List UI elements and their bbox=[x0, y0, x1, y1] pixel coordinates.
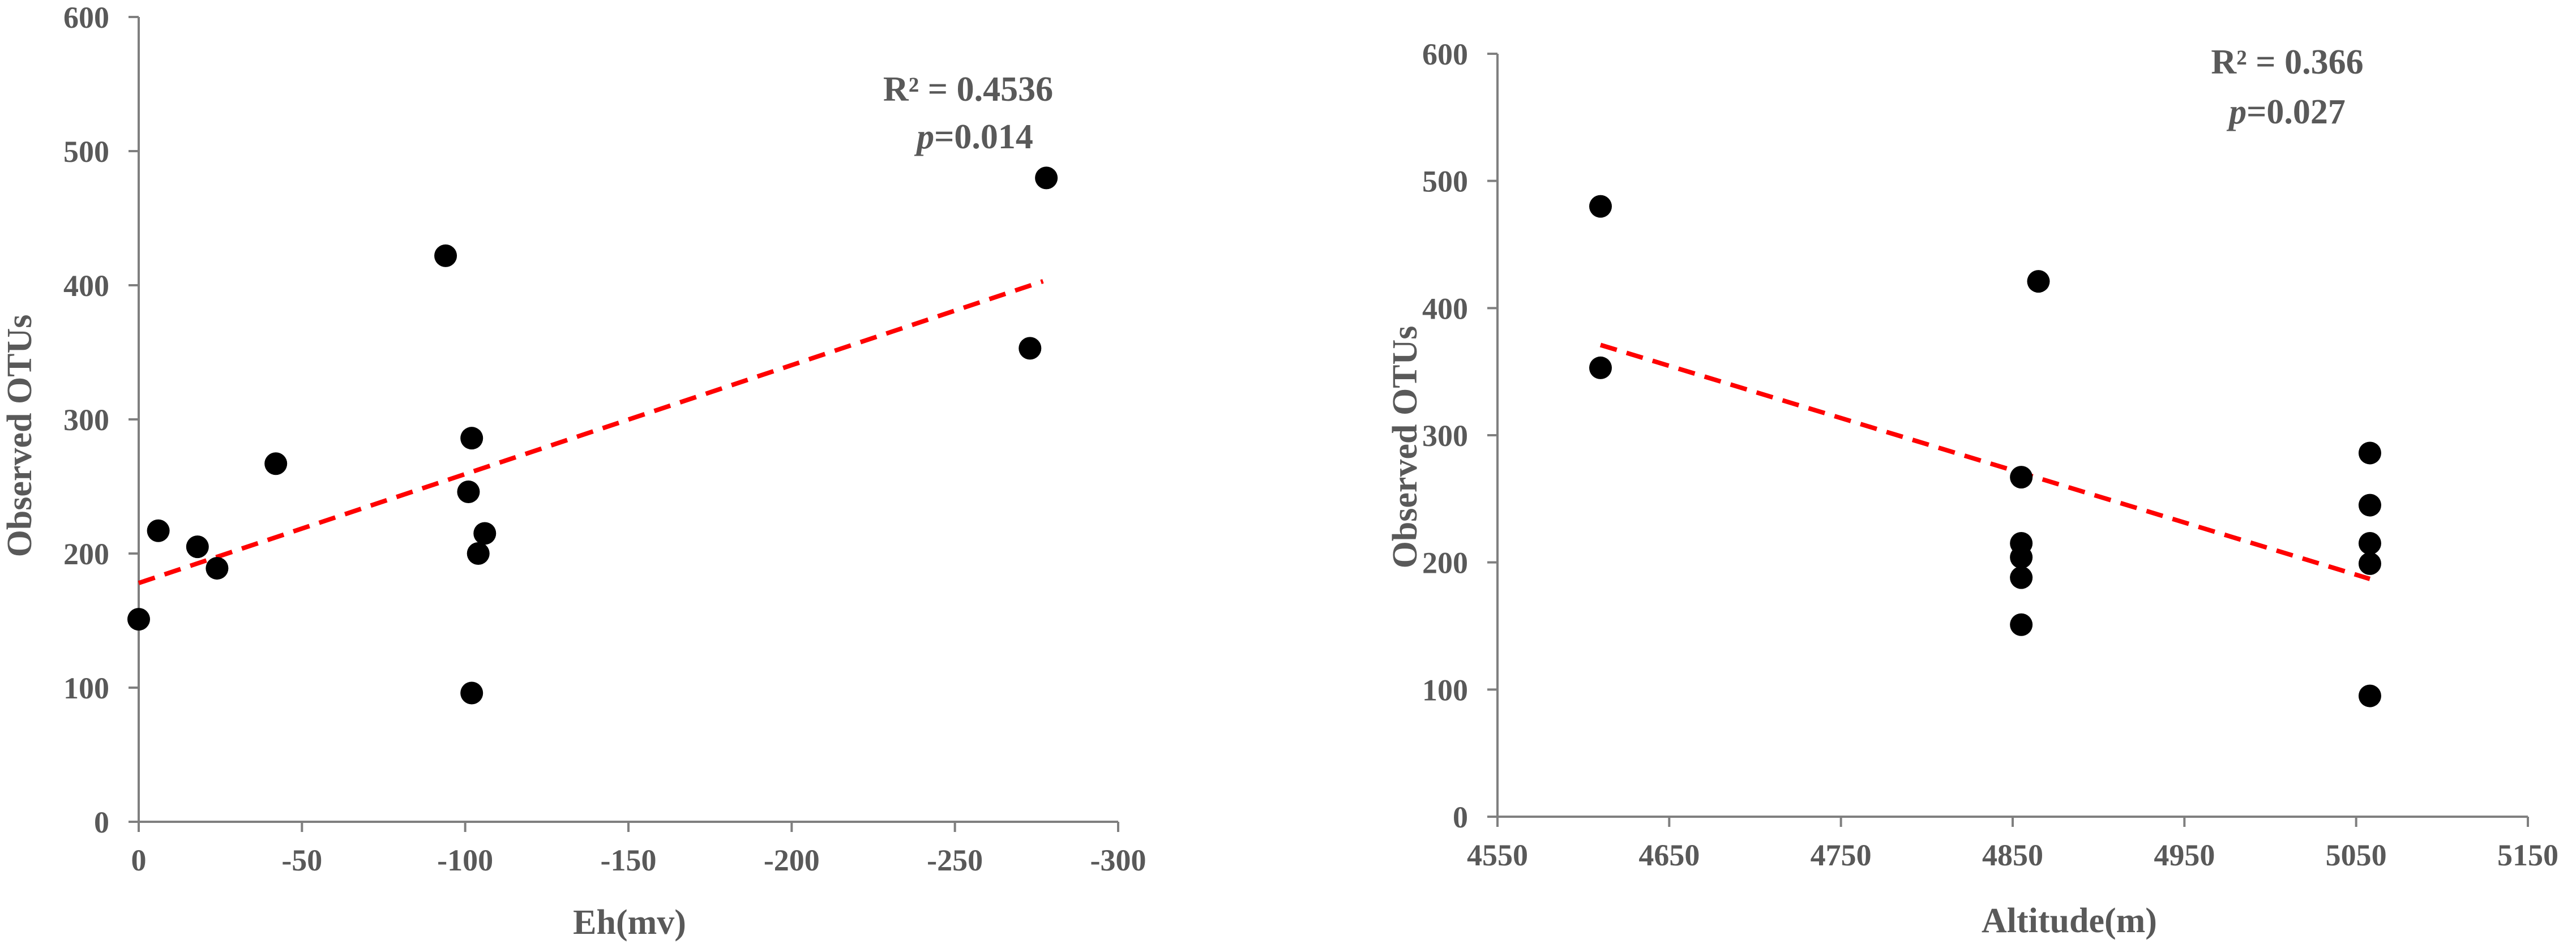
r-squared-label: R² = 0.366 bbox=[2211, 43, 2363, 81]
data-point bbox=[186, 535, 209, 559]
data-point bbox=[1035, 166, 1058, 190]
p-value: =0.014 bbox=[934, 118, 1033, 156]
x-tick-label: -100 bbox=[437, 843, 493, 877]
annotation-block: R² = 0.366 p=0.027 bbox=[2211, 43, 2363, 131]
data-point bbox=[2027, 270, 2050, 293]
data-point bbox=[2010, 566, 2033, 589]
trend-line bbox=[1599, 342, 2371, 581]
data-point bbox=[127, 608, 150, 631]
x-tick-label: -50 bbox=[281, 843, 322, 877]
data-point bbox=[473, 522, 497, 545]
x-tick-label: -300 bbox=[1090, 843, 1146, 877]
y-tick-label: 200 bbox=[63, 537, 109, 571]
data-point bbox=[147, 519, 170, 542]
axes: 0 100 200 300 400 500 600 4550 4650 4750 4850 4950 5… bbox=[1422, 37, 2558, 872]
x-axis-title: Eh(mv) bbox=[573, 903, 686, 942]
axes: 0 100 200 300 400 500 600 0 -50 -100 -150 -200 -250 -… bbox=[63, 1, 1146, 877]
x-tick-label: 4750 bbox=[1811, 838, 1872, 872]
data-points bbox=[127, 166, 1058, 705]
x-tick-label: 5050 bbox=[2326, 838, 2387, 872]
chart-eh-vs-otus: R² = 0.4536 p=0.014 Eh(mv) Observed OTUs… bbox=[1, 1, 1146, 942]
data-point bbox=[460, 681, 483, 705]
p-symbol: p bbox=[2226, 93, 2246, 131]
x-tick-label: -250 bbox=[927, 843, 983, 877]
p-value-label: p=0.014 bbox=[914, 118, 1033, 156]
x-tick-label: 4650 bbox=[1638, 838, 1700, 872]
data-point bbox=[206, 557, 229, 580]
y-tick-label: 500 bbox=[1422, 165, 1468, 199]
y-tick-label: 400 bbox=[63, 269, 109, 303]
y-tick-label: 100 bbox=[63, 671, 109, 705]
data-point bbox=[460, 427, 483, 450]
data-point bbox=[2358, 494, 2381, 517]
p-symbol: p bbox=[914, 118, 934, 156]
data-point bbox=[2358, 684, 2381, 707]
annotation-block: R² = 0.4536 p=0.014 bbox=[883, 70, 1053, 156]
x-tick-label: 0 bbox=[131, 843, 147, 877]
y-tick-label: 100 bbox=[1422, 673, 1468, 707]
p-value-label: p=0.027 bbox=[2226, 93, 2346, 131]
y-tick-label: 400 bbox=[1422, 291, 1468, 325]
y-axis-title: Observed OTUs bbox=[1, 315, 39, 557]
r-squared-label: R² = 0.4536 bbox=[883, 70, 1053, 109]
data-point bbox=[2358, 552, 2381, 575]
y-tick-label: 0 bbox=[1453, 800, 1468, 834]
data-point bbox=[1589, 195, 1612, 218]
data-point bbox=[2010, 546, 2033, 569]
data-point bbox=[434, 244, 457, 267]
y-tick-label: 300 bbox=[63, 403, 109, 437]
x-tick-label: -150 bbox=[601, 843, 657, 877]
data-point bbox=[457, 480, 480, 503]
trend-line bbox=[138, 279, 1044, 585]
p-value: =0.027 bbox=[2246, 93, 2346, 131]
data-point bbox=[264, 452, 288, 475]
x-tick-label: -200 bbox=[764, 843, 820, 877]
x-tick-label: 5150 bbox=[2497, 838, 2558, 872]
data-point bbox=[467, 542, 490, 565]
data-point bbox=[2358, 531, 2381, 555]
x-tick-label: 4850 bbox=[1982, 838, 2043, 872]
y-tick-label: 300 bbox=[1422, 419, 1468, 453]
data-point bbox=[2010, 466, 2033, 489]
y-tick-label: 600 bbox=[63, 1, 109, 35]
data-point bbox=[1019, 337, 1042, 360]
y-axis-title: Observed OTUs bbox=[1386, 326, 1424, 569]
data-point bbox=[2010, 613, 2033, 636]
data-points bbox=[1589, 195, 2381, 707]
x-tick-label: 4950 bbox=[2154, 838, 2215, 872]
y-tick-label: 0 bbox=[94, 805, 109, 839]
data-point bbox=[1589, 356, 1612, 379]
y-tick-label: 600 bbox=[1422, 37, 1468, 71]
data-point bbox=[2358, 441, 2381, 465]
x-tick-label: 4550 bbox=[1467, 838, 1528, 872]
y-tick-label: 500 bbox=[63, 135, 109, 169]
x-axis-title: Altitude(m) bbox=[1982, 902, 2157, 940]
y-tick-label: 200 bbox=[1422, 546, 1468, 580]
